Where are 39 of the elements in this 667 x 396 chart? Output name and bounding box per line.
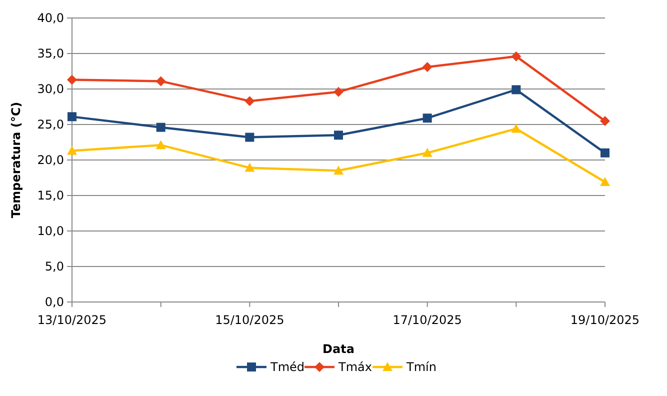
legend-label: Tmáx [338,360,372,374]
point [67,146,77,155]
y-tick-label: 5,0 [44,260,64,274]
point [244,162,255,172]
point [245,132,254,142]
point [156,140,166,150]
point [600,116,610,126]
point [600,148,610,158]
point [334,166,344,175]
point [156,122,166,132]
y-tick-label: 20,0 [37,153,64,168]
point [512,85,521,94]
legend-label: Tmín [406,360,436,374]
point [511,51,522,62]
point [422,148,432,157]
y-tick-label: 25,0 [37,118,64,132]
y-tick-label: 0,0 [44,295,64,310]
point [244,96,255,106]
legend-label: Tméd [270,360,305,374]
point [511,124,522,133]
point [68,112,76,122]
point [156,76,166,86]
y-tick-label: 30,0 [37,82,64,96]
point [422,114,432,123]
x-tick-label: 13/10/2025 [37,313,107,327]
point [334,86,344,97]
point [600,177,610,186]
y-tick-label: 10,0 [37,224,64,238]
point [422,62,432,72]
y-tick-label: 15,0 [37,188,64,203]
point [67,74,77,85]
x-tick-label: 17/10/2025 [392,313,462,327]
x-axis-title: Data [322,342,354,356]
point [334,130,343,140]
y-tick-label: 35,0 [37,46,64,61]
y-tick-label: 40,0 [37,11,64,26]
y-axis-title: Temperatura (°C) [9,102,23,218]
x-tick-label: 15/10/2025 [215,313,284,327]
x-tick-label: 19/10/2025 [570,313,640,327]
